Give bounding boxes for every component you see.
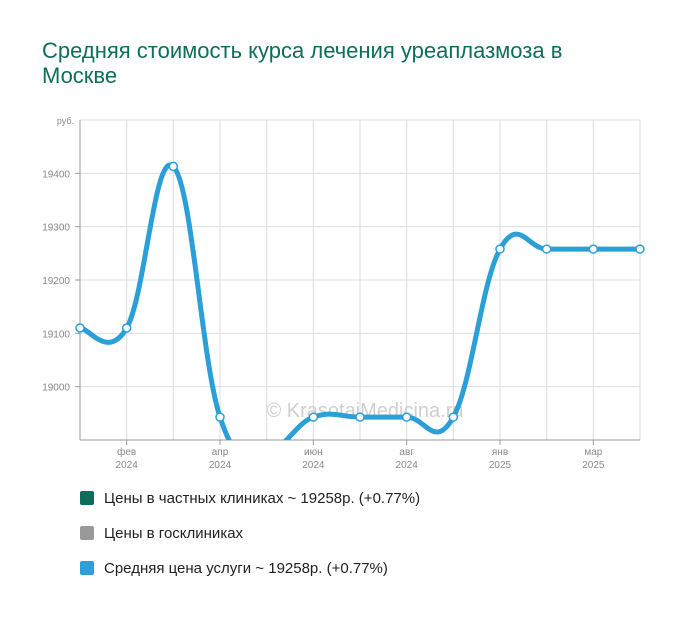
x-tick-label-month: фев xyxy=(117,446,136,458)
x-tick-label-year: 2025 xyxy=(582,460,605,471)
y-tick-label: 19100 xyxy=(42,329,70,340)
data-point xyxy=(401,412,412,422)
data-point xyxy=(495,244,505,254)
legend-label-average: Средняя цена услуги ~ 19258р. (+0.77%) xyxy=(104,559,388,577)
data-point xyxy=(635,244,645,254)
price-chart: 19000 19100 19200 19300 19400 руб. фев 2024 апр 2… xyxy=(42,116,645,471)
legend-item-state[interactable]: Цены в госклиниках xyxy=(80,524,420,542)
axes: 19000 19100 19200 19300 19400 руб. фев 2024 апр 2… xyxy=(42,116,640,471)
legend-swatch-state xyxy=(80,526,94,540)
x-tick-label-month: мар xyxy=(584,447,602,458)
data-point xyxy=(75,323,85,333)
legend: Цены в частных клиниках ~ 19258р. (+0.77… xyxy=(80,489,420,594)
legend-label-state: Цены в госклиниках xyxy=(104,524,244,542)
x-tick-label-month: апр xyxy=(212,447,229,458)
x-tick-label-month: авг xyxy=(399,447,414,458)
data-point xyxy=(541,244,552,254)
data-point xyxy=(355,412,365,422)
y-unit-label: руб. xyxy=(57,116,74,126)
y-tick-label: 19300 xyxy=(42,223,70,234)
data-point xyxy=(448,412,459,422)
data-point xyxy=(308,412,319,422)
legend-swatch-average xyxy=(80,561,94,575)
points-layer xyxy=(75,161,645,422)
series-line-average xyxy=(78,162,642,440)
legend-label-private: Цены в частных клиниках ~ 19258р. (+0.77… xyxy=(104,489,421,507)
y-tick-label: 19200 xyxy=(42,276,70,287)
data-point xyxy=(168,161,179,172)
x-tick-label-year: 2024 xyxy=(116,460,139,471)
data-point xyxy=(588,244,599,254)
grid xyxy=(79,119,641,440)
x-tick-label-year: 2025 xyxy=(489,460,512,471)
legend-item-private[interactable]: Цены в частных клиниках ~ 19258р. (+0.77… xyxy=(80,489,420,507)
data-point xyxy=(215,412,225,422)
y-tick-label: 19400 xyxy=(42,169,70,180)
x-tick-label-year: 2024 xyxy=(209,460,232,471)
x-tick-label-year: 2024 xyxy=(396,460,419,471)
y-tick-label: 19000 xyxy=(42,383,70,394)
x-tick-label-month: июн xyxy=(304,447,323,458)
series-layer xyxy=(78,162,642,440)
data-point xyxy=(121,323,132,333)
x-tick-label-month: янв xyxy=(492,447,508,458)
x-tick-label-year: 2024 xyxy=(302,460,325,471)
legend-item-average[interactable]: Средняя цена услуги ~ 19258р. (+0.77%) xyxy=(80,559,420,577)
chart-title: Средняя стоимость курса лечения уреаплаз… xyxy=(42,38,563,88)
legend-swatch-private xyxy=(80,491,94,505)
